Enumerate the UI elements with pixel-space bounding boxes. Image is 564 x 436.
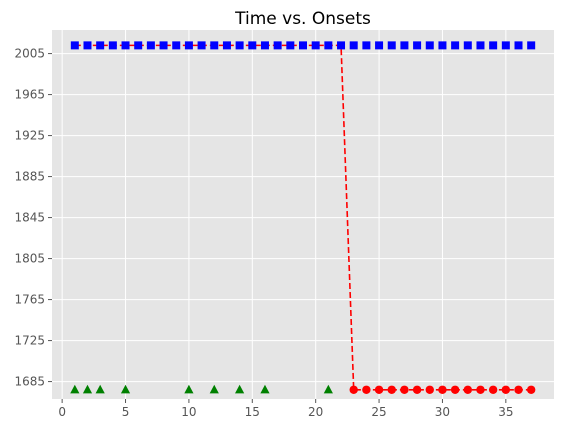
triangle-marker [95, 384, 105, 394]
y-tick-label: 1925 [14, 129, 45, 143]
square-marker [83, 41, 92, 50]
circle-marker [501, 385, 511, 394]
square-marker [222, 41, 231, 50]
square-marker [248, 41, 257, 50]
x-tick-label: 35 [498, 405, 513, 419]
x-tick-label: 0 [58, 405, 66, 419]
x-tick-label: 30 [435, 405, 450, 419]
circle-marker [463, 385, 472, 394]
y-tick-label: 1805 [14, 252, 45, 266]
circle-marker [488, 385, 498, 394]
y-tick-label: 1765 [14, 293, 45, 307]
circle-marker [425, 385, 434, 394]
x-tick-label: 15 [245, 405, 260, 419]
circle-marker [438, 385, 447, 394]
triangle-marker [184, 384, 194, 394]
triangle-marker [70, 384, 80, 394]
square-marker [260, 41, 269, 50]
square-marker [184, 41, 193, 50]
circle-marker [349, 385, 358, 394]
square-marker [413, 41, 422, 50]
grid [52, 30, 554, 399]
triangle-marker [82, 384, 93, 394]
square-marker [489, 41, 498, 50]
square-marker [501, 41, 510, 50]
square-marker [96, 41, 105, 50]
square-marker [362, 41, 371, 50]
square-marker [273, 41, 282, 50]
square-marker [349, 41, 358, 50]
circle-marker [476, 385, 485, 394]
square-marker [400, 41, 409, 50]
square-marker [121, 41, 130, 50]
circle-marker [374, 385, 384, 394]
circle-marker [514, 385, 523, 394]
triangle-marker [209, 384, 219, 394]
square-marker [108, 41, 117, 50]
square-marker [299, 41, 307, 50]
square-marker [235, 41, 244, 50]
square-marker [146, 41, 155, 50]
plot-area [52, 30, 554, 399]
square-marker [70, 41, 79, 50]
y-tick-label: 1685 [14, 375, 45, 389]
triangle-marker [235, 384, 245, 394]
x-tick-label: 10 [181, 405, 196, 419]
series-layer [70, 41, 536, 394]
circle-marker [400, 385, 409, 394]
y-tick-label: 1885 [14, 170, 45, 184]
y-tick-label: 1845 [14, 211, 45, 225]
square-marker [210, 41, 219, 50]
y-tick-label: 2005 [14, 47, 45, 61]
square-marker [286, 41, 295, 50]
square-marker [159, 41, 168, 50]
triangle-marker [323, 384, 333, 394]
triangle-marker [120, 384, 131, 394]
chart-title: Time vs. Onsets [234, 9, 371, 29]
square-marker [514, 41, 523, 50]
y-tick-label: 1965 [14, 88, 45, 102]
circle-marker [362, 385, 371, 394]
x-tick-label: 5 [122, 405, 130, 419]
square-marker [387, 41, 396, 50]
circle-marker [387, 385, 396, 394]
y-tick-label: 1725 [14, 334, 45, 348]
square-marker [197, 41, 206, 50]
square-marker [337, 41, 346, 50]
square-marker [425, 41, 434, 50]
x-axis: 0 5 10 15 20 25 30 35 [58, 399, 513, 419]
square-marker [476, 41, 485, 50]
square-marker [324, 41, 333, 50]
circle-marker [412, 385, 422, 394]
square-marker [527, 41, 536, 50]
circle-marker [526, 385, 536, 394]
square-marker [451, 41, 460, 50]
square-marker [438, 41, 447, 50]
x-tick-label: 25 [371, 405, 386, 419]
triangle-marker [260, 384, 270, 394]
y-axis: 1685 1725 1765 1805 1845 1885 1925 1965 2005 [14, 47, 52, 389]
square-marker [172, 41, 181, 50]
square-marker [463, 41, 472, 50]
circle-marker [450, 385, 460, 394]
square-marker [311, 41, 320, 50]
square-marker [375, 41, 384, 50]
x-tick-label: 20 [308, 405, 323, 419]
square-marker [134, 41, 143, 50]
